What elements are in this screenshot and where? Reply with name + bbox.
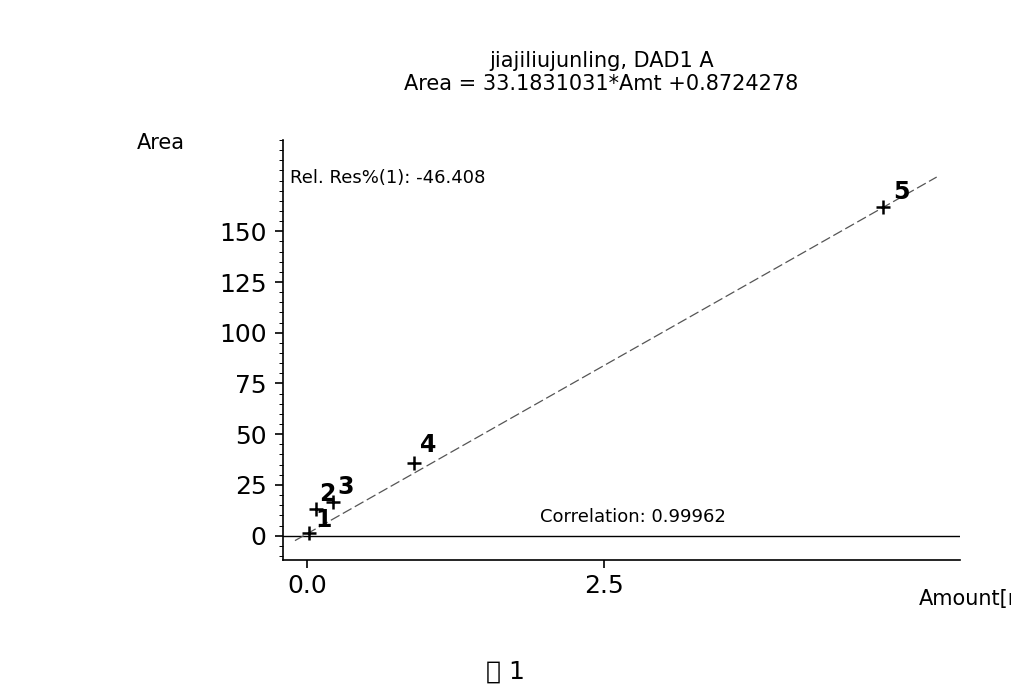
Text: 4: 4 xyxy=(420,433,436,458)
Text: 2: 2 xyxy=(318,482,335,506)
X-axis label: Amount[ng/ul]: Amount[ng/ul] xyxy=(919,589,1011,610)
Text: 1: 1 xyxy=(315,508,332,531)
Text: Area: Area xyxy=(136,133,184,153)
Text: 5: 5 xyxy=(893,180,909,204)
Text: 图 1: 图 1 xyxy=(486,660,525,684)
Text: jiajiliujunling, DAD1 A
Area = 33.1831031*Amt +0.8724278: jiajiliujunling, DAD1 A Area = 33.183103… xyxy=(404,51,799,94)
Text: Correlation: 0.99962: Correlation: 0.99962 xyxy=(541,508,726,526)
Text: Rel. Res%(1): -46.408: Rel. Res%(1): -46.408 xyxy=(290,169,485,188)
Text: 3: 3 xyxy=(338,475,354,499)
